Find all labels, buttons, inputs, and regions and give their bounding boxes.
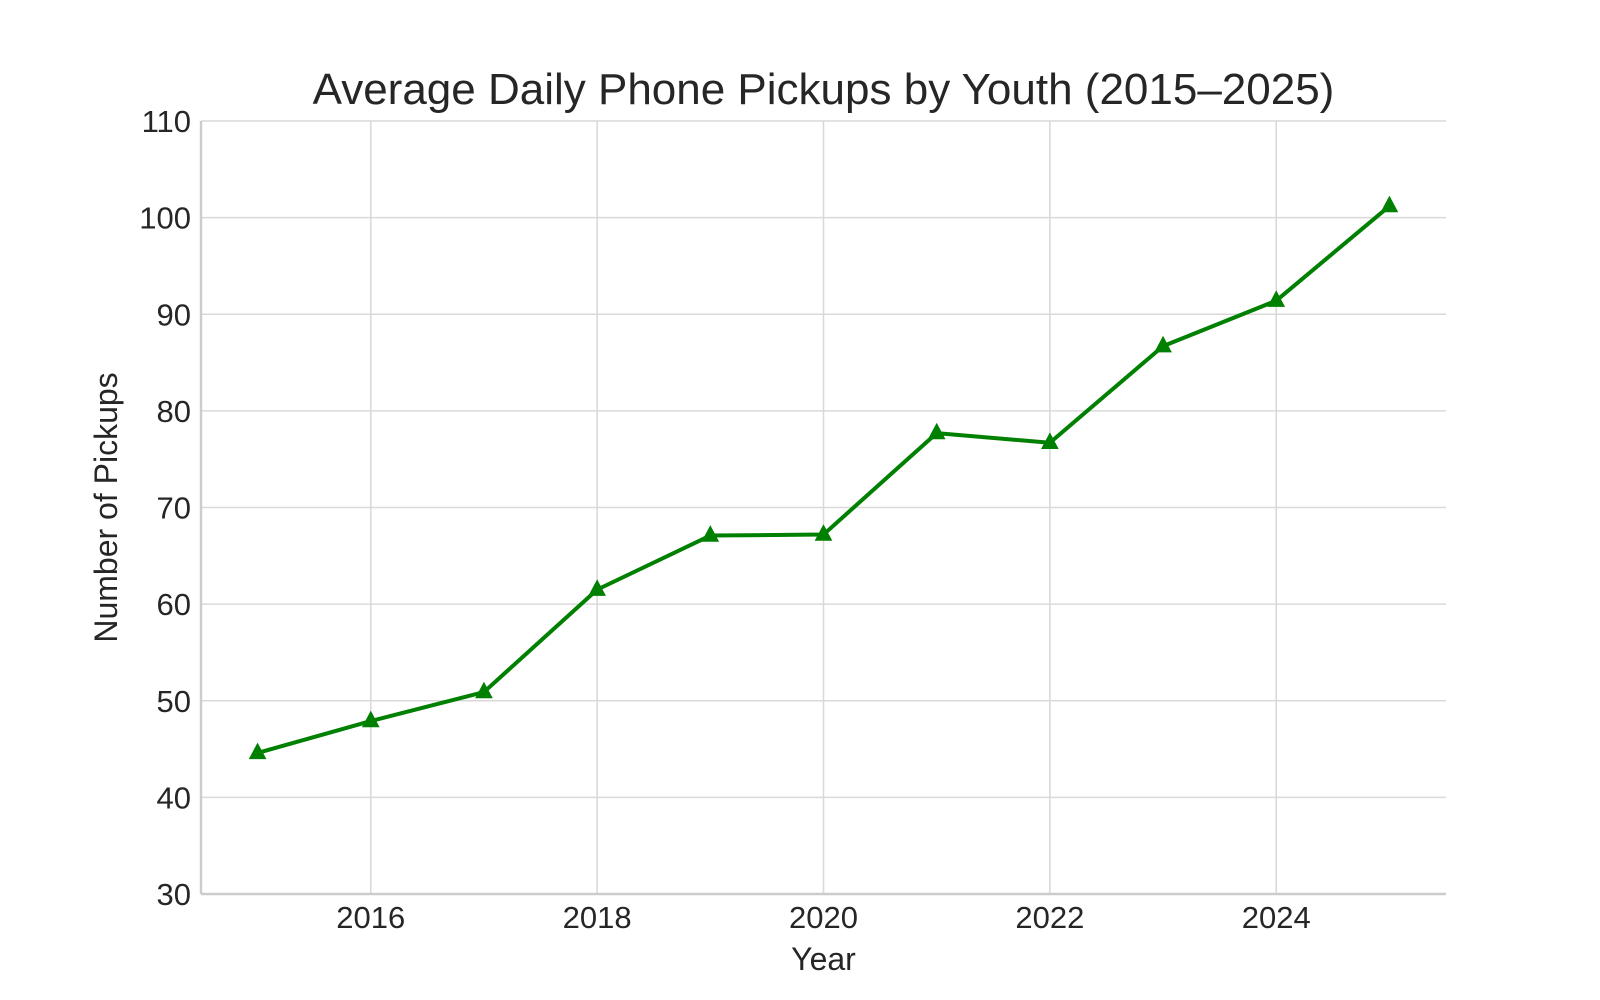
x-tick-label: 2018 [563,900,632,935]
data-point-marker [248,742,267,760]
y-tick-label: 50 [157,684,191,719]
y-tick-label: 70 [157,491,191,526]
x-tick-label: 2016 [336,900,405,935]
data-point-marker [927,422,946,440]
data-point-marker [588,579,606,596]
x-tick-label: 2024 [1242,900,1311,935]
data-point-marker [1380,195,1399,213]
y-axis-label: Number of Pickups [88,372,124,642]
y-tick-label: 90 [157,297,191,332]
data-point-marker [701,525,720,542]
y-tick-label: 80 [157,394,191,429]
y-tick-label: 100 [139,201,191,236]
data-point-marker [361,710,380,728]
x-tick-label: 2022 [1015,900,1084,935]
y-tick-label: 30 [157,877,191,912]
data-point-marker [1267,290,1286,307]
y-tick-label: 40 [157,780,191,815]
data-point-marker [1154,335,1172,353]
y-tick-label: 110 [142,104,191,139]
data-point-marker [1041,432,1059,449]
y-tick-label: 60 [157,587,191,622]
data-point-marker [475,681,493,699]
x-axis-label: Year [791,941,856,977]
data-point-marker [814,524,833,541]
data-series [248,195,1399,760]
chart-title: Average Daily Phone Pickups by Youth (20… [313,65,1335,114]
x-tick-label: 2020 [789,900,858,935]
grid [201,120,1446,895]
tick-labels: 30 40 50 60 70 80 90 100 110 2016 2018 2020 2022 2024 [139,104,1310,935]
axes-spines [199,121,1446,896]
